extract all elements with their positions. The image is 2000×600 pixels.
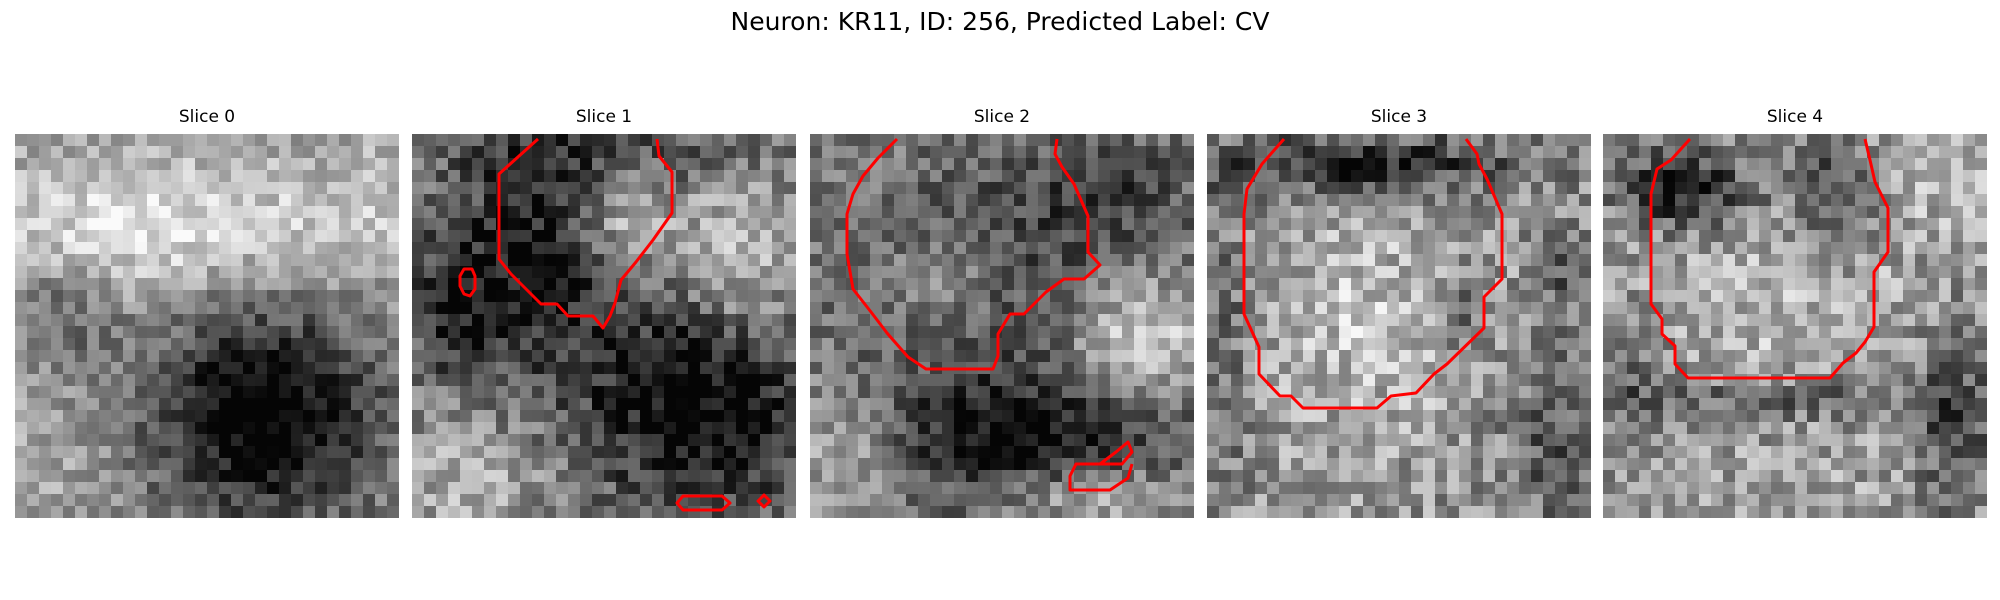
- slice-title-1: Slice 1: [575, 107, 633, 127]
- pixel-grid: [412, 134, 796, 518]
- pixel-grid: [810, 134, 1194, 518]
- slice-image-2: [810, 134, 1194, 518]
- segmentation-contour: [1242, 138, 1504, 410]
- slice-title-0: Slice 0: [178, 107, 236, 127]
- segmentation-contour: [756, 493, 772, 509]
- segmentation-contour: [1074, 440, 1134, 466]
- pixel-grid: [15, 134, 399, 518]
- slice-image-0: [15, 134, 399, 518]
- segmentation-contour: [845, 137, 1102, 371]
- segmentation-contour: [675, 494, 732, 512]
- segmentation-contour: [1068, 463, 1134, 492]
- slice-title-2: Slice 2: [973, 107, 1031, 127]
- slice-title-4: Slice 4: [1766, 107, 1824, 127]
- slice-image-1: [412, 134, 796, 518]
- slice-title-3: Slice 3: [1370, 107, 1428, 127]
- figure-title: Neuron: KR11, ID: 256, Predicted Label: …: [730, 7, 1270, 36]
- segmentation-contour: [1649, 137, 1890, 380]
- slice-image-3: [1207, 134, 1591, 518]
- pixel-grid: [1603, 134, 1987, 518]
- segmentation-contour: [458, 267, 477, 298]
- segmentation-contour: [497, 137, 674, 330]
- pixel-grid: [1207, 134, 1591, 518]
- slice-image-4: [1603, 134, 1987, 518]
